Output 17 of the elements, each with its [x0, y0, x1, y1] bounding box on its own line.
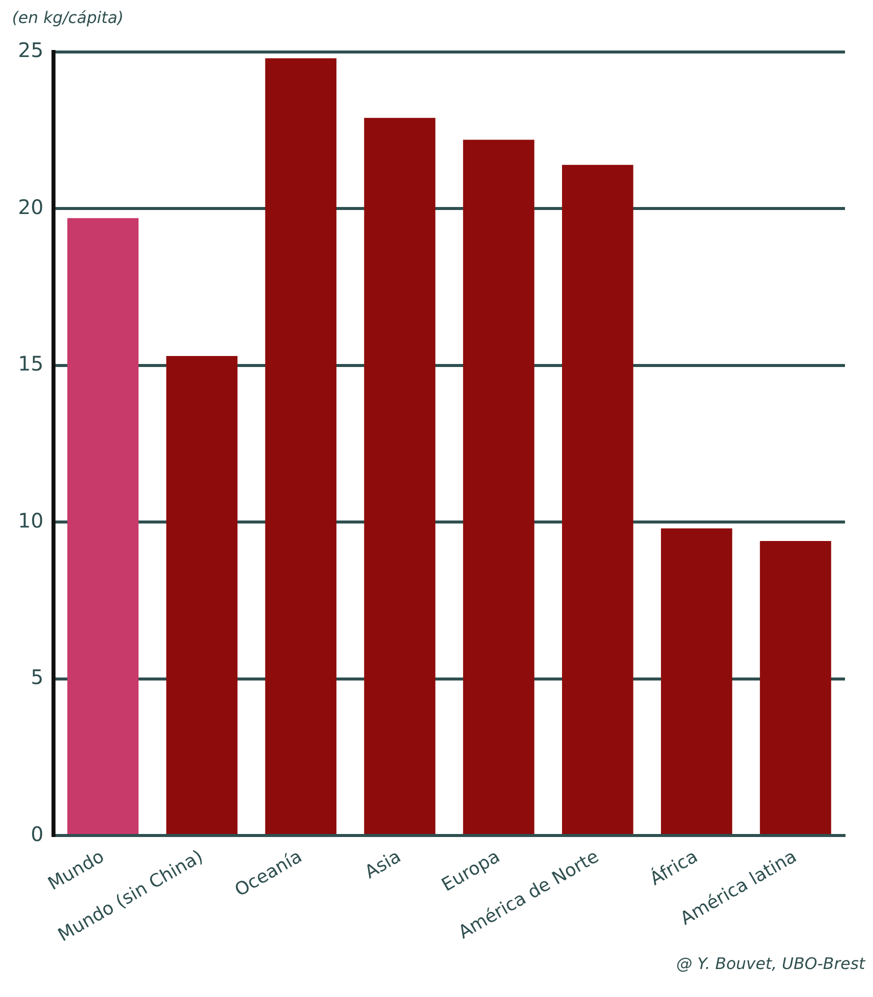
bar [364, 118, 436, 834]
y-tick-label: 20 [18, 194, 44, 219]
y-tick-label: 5 [30, 665, 44, 690]
y-axis-title: (en kg/cápita) [11, 8, 125, 29]
y-tick-label: 15 [18, 352, 44, 376]
bar [67, 218, 139, 834]
bar [760, 540, 832, 834]
x-tick-label: Asia [361, 846, 405, 884]
bar [463, 140, 534, 834]
y-tick-label: 0 [30, 822, 44, 846]
text: @ Y. Bouvet, UBO-Brest [675, 954, 865, 973]
y-tick-label: 25 [18, 38, 44, 62]
y-tick-label: 10 [18, 508, 44, 532]
bar [166, 356, 238, 834]
bar [660, 528, 732, 834]
bar [265, 58, 336, 834]
bar [562, 164, 634, 834]
